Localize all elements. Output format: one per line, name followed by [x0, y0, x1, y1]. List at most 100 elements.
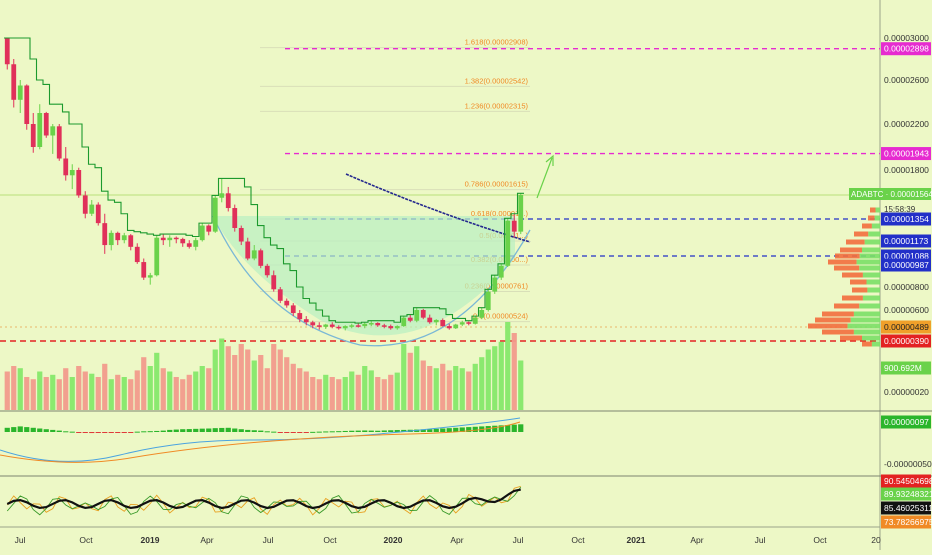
- candle-body: [251, 250, 257, 259]
- macd-histogram-bar: [362, 430, 368, 432]
- candle-body: [342, 326, 348, 329]
- candle-body: [297, 313, 303, 320]
- candle-body: [505, 220, 511, 266]
- macd-histogram-bar: [128, 432, 134, 433]
- candle-body: [446, 326, 452, 329]
- time-label: Jul: [15, 535, 26, 545]
- candlesticks: [4, 38, 524, 331]
- volume-profile-bar: [862, 295, 880, 301]
- candle-body: [492, 277, 498, 292]
- price-badge-bg: [881, 258, 931, 272]
- volume-bars: [4, 322, 524, 410]
- candle-body: [24, 85, 30, 124]
- candle-body: [414, 310, 420, 321]
- candle-body: [95, 204, 101, 224]
- volume-profile-bar: [850, 317, 880, 323]
- fib-label: 0.618(0.00001...): [471, 209, 529, 218]
- volume-bar: [446, 370, 452, 410]
- macd-histogram-bar: [453, 427, 459, 432]
- stoch-badge: 89.93248321: [884, 489, 932, 499]
- price-tick-label: 0.00002200: [884, 119, 929, 129]
- time-label: 2021: [627, 535, 646, 545]
- price-badge: 0.00001088: [884, 251, 929, 261]
- volume-bar: [108, 379, 114, 410]
- volume-bar: [238, 344, 244, 410]
- candle-body: [329, 324, 335, 327]
- volume-profile-bar: [871, 223, 880, 229]
- volume-bar: [24, 377, 30, 410]
- volume-bar: [485, 349, 491, 410]
- volume-profile-bar: [842, 272, 863, 278]
- candle-body: [245, 241, 251, 259]
- time-axis[interactable]: Jul Oct 2019 Apr Jul Oct 2020 Apr Jul Oct 2021 Apr J…: [15, 535, 881, 545]
- macd-histogram-bar: [388, 430, 394, 432]
- stochastic-pane: [6, 485, 522, 516]
- volume-bar: [375, 377, 381, 410]
- volume-bar: [147, 366, 153, 410]
- volume-bar: [271, 344, 277, 410]
- candle-body: [375, 323, 381, 326]
- price-badge: 0.00001354: [884, 214, 929, 224]
- candle-body: [472, 317, 478, 324]
- macd-histogram-bar: [303, 432, 309, 433]
- macd-histogram-bar: [238, 429, 244, 432]
- step-trailing-line: [4, 37, 524, 324]
- price-tick-label: 0.00001800: [884, 165, 929, 175]
- macd-histogram-bar: [56, 430, 62, 432]
- volume-profile-bar: [870, 207, 876, 213]
- volume-bar: [420, 360, 426, 410]
- volume-bar: [50, 374, 56, 410]
- volume-profile-bar: [846, 239, 865, 245]
- volume-bar: [56, 379, 62, 410]
- symbol-badge-bg: [849, 188, 931, 200]
- candle-body: [440, 319, 446, 327]
- volume-profile-bar: [862, 272, 880, 278]
- volume-bar: [433, 368, 439, 410]
- price-badge: 0.00002898: [884, 44, 929, 54]
- candle-body: [323, 324, 329, 327]
- macd-histogram-bar: [95, 432, 101, 433]
- macd-histogram-bar: [446, 428, 452, 432]
- macd-histogram-bar: [492, 425, 498, 432]
- macd-histogram-bar: [258, 430, 264, 432]
- signal-line: [0, 421, 521, 463]
- candle-body: [212, 197, 218, 232]
- macd-histogram-bar: [297, 432, 303, 433]
- volume-bar: [245, 349, 251, 410]
- volume-bar: [440, 363, 446, 410]
- candle-body: [206, 225, 212, 232]
- candle-body: [89, 204, 95, 214]
- volume-bar: [212, 349, 218, 410]
- macd-histogram-bar: [290, 432, 296, 433]
- fib-label: 1.382(0.00002542): [465, 76, 529, 85]
- candle-body: [381, 325, 387, 327]
- candle-body: [459, 322, 465, 325]
- volume-profile-bar: [852, 287, 868, 293]
- candle-body: [479, 310, 485, 318]
- volume-profile-bar: [834, 303, 860, 309]
- volume-bar: [160, 368, 166, 410]
- candle-body: [316, 325, 322, 327]
- time-label: 2020: [384, 535, 403, 545]
- macd-histogram-bar: [186, 429, 192, 432]
- time-label: Apr: [690, 535, 703, 545]
- macd-histogram-bar: [284, 432, 290, 433]
- macd-histogram-bar: [401, 429, 407, 432]
- candle-body: [290, 305, 296, 314]
- candle-body: [121, 235, 127, 241]
- volume-profile-bar: [871, 341, 880, 347]
- candle-body: [518, 195, 524, 232]
- macd-tick-label: -0.00000050: [884, 459, 932, 469]
- candle-body: [225, 193, 231, 209]
- volume-profile-bar: [808, 323, 848, 329]
- price-axis[interactable]: 0.00003000 0.00002600 0.00002200 0.00001800…: [849, 33, 932, 529]
- candle-body: [401, 317, 407, 327]
- time-label: Oct: [79, 535, 93, 545]
- volume-bar: [173, 377, 179, 410]
- price-tick-label: 0.00000020: [884, 387, 929, 397]
- macd-histogram-bar: [505, 425, 511, 432]
- volume-bar: [4, 371, 10, 410]
- volume-bar: [95, 377, 101, 410]
